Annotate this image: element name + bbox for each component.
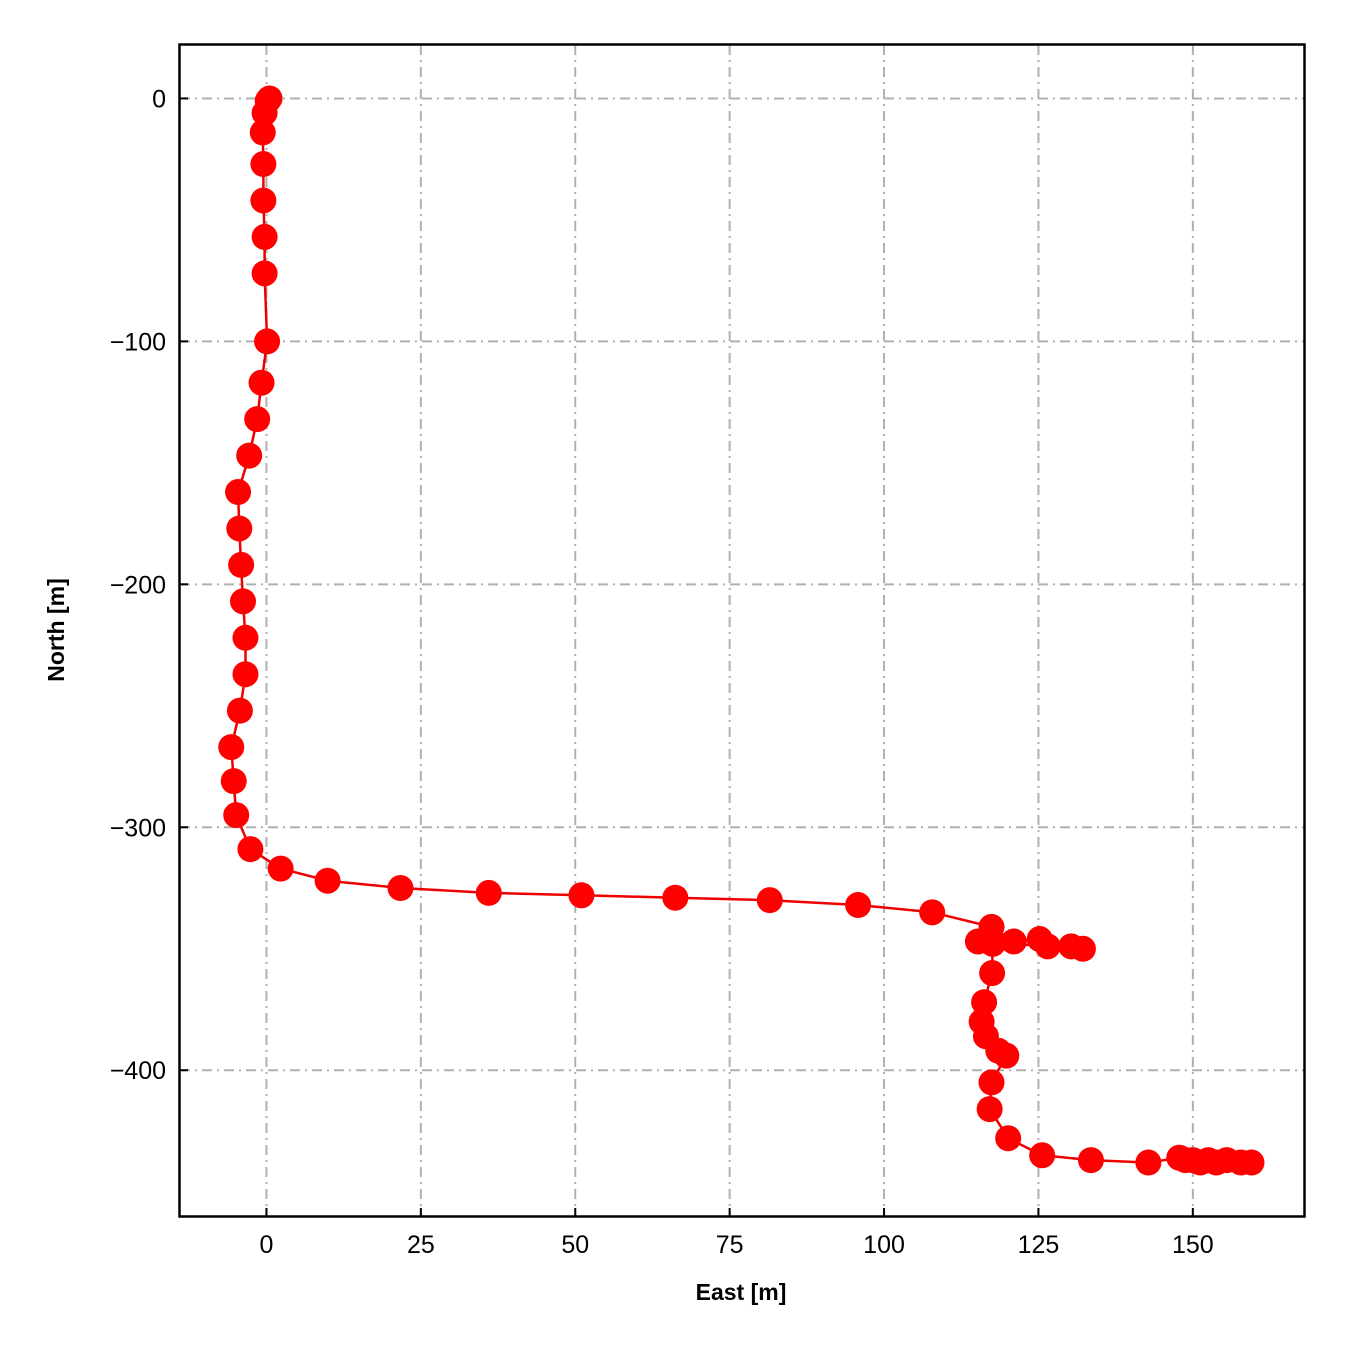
grid [180, 45, 1304, 1216]
trajectory-point [979, 930, 1006, 957]
trajectory-point [475, 879, 502, 906]
trajectory-point [229, 588, 256, 615]
y-tick-label: −400 [110, 1057, 166, 1085]
y-tick-label: 0 [152, 85, 166, 113]
trajectory-point [979, 960, 1006, 987]
y-axis-label: North [m] [43, 578, 69, 681]
trajectory-point [250, 187, 277, 214]
x-tick-label: 150 [1172, 1231, 1214, 1259]
trajectory-point [1238, 1149, 1265, 1176]
trajectory-point [237, 836, 264, 863]
trajectory-point [251, 223, 278, 250]
trajectory-point [226, 515, 253, 542]
trajectory-point [254, 328, 281, 355]
trajectory-series [218, 85, 1265, 1176]
trajectory-point [976, 1096, 1003, 1123]
trajectory-point [228, 551, 255, 578]
trajectory-point [232, 624, 259, 651]
y-tick-label: −300 [110, 814, 166, 842]
trajectory-point [978, 1069, 1005, 1096]
trajectory-point [232, 661, 259, 688]
y-tick-label: −100 [110, 328, 166, 356]
trajectory-point [1069, 935, 1096, 962]
trajectory-point [1135, 1149, 1162, 1176]
trajectory-point [251, 260, 278, 287]
x-tick-label: 25 [407, 1231, 435, 1259]
trajectory-point [244, 406, 271, 433]
trajectory-point [756, 887, 783, 914]
trajectory-point [1034, 933, 1061, 960]
trajectory-point [220, 768, 247, 795]
trajectory-point [267, 855, 294, 882]
x-axis-label: East [m] [696, 1279, 787, 1305]
trajectory-point [845, 892, 872, 919]
trajectory-point [662, 884, 689, 911]
trajectory-point [225, 479, 252, 506]
trajectory-point [251, 100, 278, 127]
trajectory-point [387, 875, 414, 902]
trajectory-point [1000, 928, 1027, 955]
plot-frame [178, 43, 1306, 1218]
trajectory-point [218, 734, 245, 761]
trajectory-point [314, 867, 341, 894]
trajectory-point [248, 369, 275, 396]
x-tick-label: 75 [716, 1231, 744, 1259]
trajectory-point [236, 442, 263, 469]
trajectory-point [971, 989, 998, 1016]
trajectory-point [1077, 1147, 1104, 1174]
trajectory-point [223, 802, 250, 829]
trajectory-point [568, 882, 595, 909]
trajectory-point [995, 1125, 1022, 1152]
x-tick-label: 100 [863, 1231, 905, 1259]
y-tick-label: −200 [110, 571, 166, 599]
trajectory-point [1029, 1142, 1056, 1169]
trajectory-point [993, 1042, 1020, 1069]
trajectory-point [249, 119, 276, 146]
x-tick-label: 50 [561, 1231, 589, 1259]
axis-ticks: 0 25 50 75 100 125 150 0 −100 −200 −300 −400 [110, 85, 1214, 1259]
trajectory-point [919, 899, 946, 926]
x-tick-label: 125 [1018, 1231, 1060, 1259]
x-tick-label: 0 [260, 1231, 274, 1259]
trajectory-point [226, 697, 253, 724]
trajectory-point [250, 151, 277, 178]
